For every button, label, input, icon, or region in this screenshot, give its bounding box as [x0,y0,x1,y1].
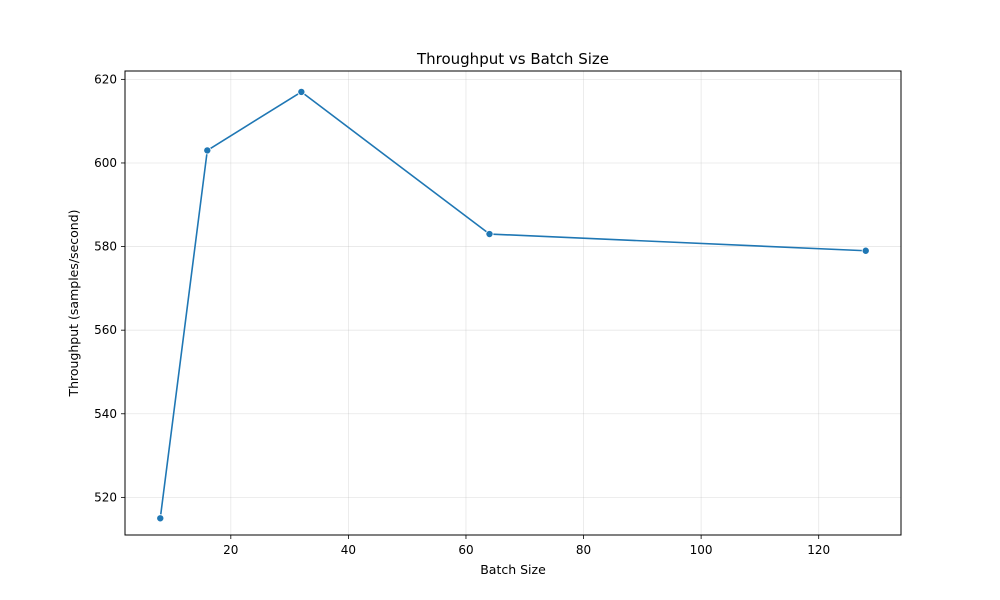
x-axis-label: Batch Size [480,562,546,577]
y-tick-label: 560 [94,323,117,337]
data-point [485,230,494,239]
chart-title: Throughput vs Batch Size [416,50,609,68]
y-tick-label: 620 [94,72,117,86]
x-tick-label: 20 [223,543,238,557]
data-point [156,514,165,523]
data-series [156,87,870,523]
y-tick-label: 520 [94,490,117,504]
x-axis-ticks: 20 40 60 80 100 120 [223,535,830,557]
y-axis-label: Throughput (samples/second) [66,209,81,397]
x-tick-label: 40 [341,543,356,557]
data-point [203,146,212,155]
y-tick-label: 600 [94,156,117,170]
x-tick-label: 80 [576,543,591,557]
y-tick-label: 540 [94,407,117,421]
plot-area-frame [124,70,902,536]
data-point [297,87,306,96]
x-tick-label: 120 [807,543,830,557]
y-tick-label: 580 [94,240,117,254]
y-axis-ticks: 520 540 560 580 600 620 [94,72,125,504]
x-tick-label: 100 [690,543,713,557]
x-tick-label: 60 [458,543,473,557]
data-point [861,246,870,255]
